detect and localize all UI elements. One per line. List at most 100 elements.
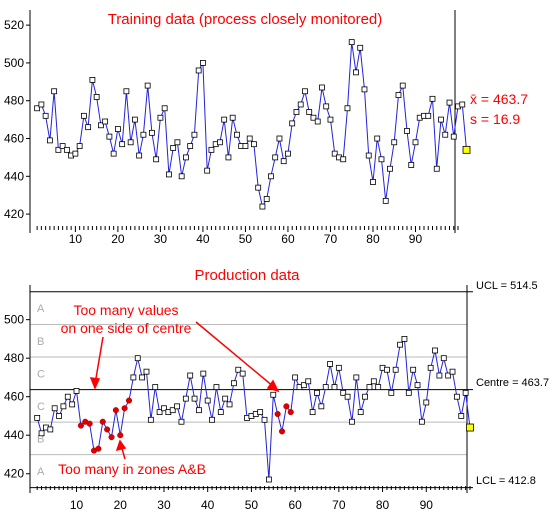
bot-point-out-of-control	[112, 407, 119, 414]
top-point	[302, 88, 308, 95]
top-y-tick-label: 420	[4, 207, 24, 221]
top-point	[331, 150, 338, 157]
bot-point	[182, 395, 189, 402]
top-point	[433, 165, 440, 172]
arrow-one-side-left-head	[89, 377, 101, 390]
production-chart-title: Production data	[194, 267, 300, 284]
top-point	[200, 60, 206, 66]
top-point	[187, 143, 194, 149]
top-point	[59, 143, 66, 149]
bot-point	[392, 366, 399, 373]
bot-point	[436, 372, 443, 379]
bot-point	[458, 413, 465, 419]
bot-point-out-of-control	[274, 410, 281, 418]
bot-point	[147, 416, 154, 423]
top-point	[106, 133, 113, 140]
top-point	[46, 137, 53, 144]
bot-point	[309, 409, 316, 416]
bot-point	[235, 366, 242, 373]
top-x-tick-label: 20	[111, 232, 125, 246]
top-point-latest	[462, 145, 471, 154]
top-point	[327, 116, 334, 123]
bot-point	[401, 336, 408, 342]
top-point	[34, 105, 41, 112]
bot-point	[397, 341, 403, 348]
bot-point	[318, 403, 325, 410]
top-point	[450, 133, 457, 140]
top-y-tick-label: 440	[4, 169, 24, 183]
top-x-tick-label: 30	[154, 232, 168, 246]
bot-point	[204, 397, 211, 404]
bot-point	[353, 374, 360, 381]
production-series-points	[34, 336, 474, 483]
bot-point	[143, 368, 150, 375]
annotation-arrows	[89, 321, 280, 460]
top-point	[132, 116, 138, 123]
top-point	[114, 126, 121, 132]
training-mean-symbol: x̄	[470, 91, 477, 107]
top-point	[280, 158, 287, 165]
top-point	[63, 146, 70, 153]
top-point	[153, 156, 160, 163]
top-point	[306, 109, 313, 115]
bot-y-tick-label: 460	[4, 390, 24, 404]
top-point	[217, 139, 223, 146]
bot-point	[453, 393, 460, 400]
bot-point	[257, 409, 264, 416]
top-point	[80, 112, 87, 119]
top-point	[293, 109, 300, 115]
bot-point-out-of-control	[104, 426, 111, 433]
bot-point	[200, 370, 207, 377]
top-point	[412, 139, 419, 146]
bot-point	[73, 388, 80, 394]
zone-label: C	[37, 401, 45, 413]
top-point	[268, 173, 274, 180]
bot-point	[34, 414, 41, 421]
top-point	[174, 139, 181, 146]
bot-point	[217, 409, 224, 416]
production-chart-x-ticks: 10 20 30 40 50 60 70 80 90	[36, 486, 471, 512]
top-point	[374, 135, 381, 142]
bot-x-tick-label: 90	[420, 498, 434, 512]
bot-point	[340, 389, 347, 396]
bot-point	[47, 426, 54, 433]
bot-point-out-of-control	[95, 445, 102, 452]
top-point	[97, 122, 104, 129]
arrow-zones-ab-head	[115, 439, 127, 452]
bot-point	[139, 374, 146, 381]
bot-point	[432, 347, 438, 354]
top-point	[229, 114, 236, 121]
top-y-tick-label: 520	[4, 18, 24, 32]
top-point	[55, 146, 62, 153]
bot-point	[414, 382, 421, 389]
bot-point	[384, 366, 390, 373]
top-point	[42, 112, 49, 119]
top-point	[127, 139, 134, 146]
top-point	[195, 67, 202, 74]
top-point	[89, 77, 96, 83]
ucl-label: UCL = 514.5	[476, 280, 538, 292]
arrow-one-side-right	[195, 321, 275, 388]
bot-y-tick-label: 480	[4, 351, 24, 365]
bot-point	[366, 384, 373, 390]
top-point	[183, 154, 189, 161]
top-point	[285, 150, 291, 157]
top-point	[323, 103, 330, 110]
top-point	[404, 128, 410, 134]
bot-point	[213, 384, 220, 390]
bot-point	[51, 405, 58, 412]
top-point	[51, 88, 58, 95]
top-point	[361, 86, 368, 93]
bot-point	[445, 372, 452, 379]
bot-point	[231, 380, 237, 387]
bot-point	[405, 389, 412, 396]
bot-point	[196, 407, 202, 414]
top-point	[391, 139, 398, 146]
bot-point	[327, 361, 334, 367]
bot-point	[344, 393, 351, 400]
bot-x-tick-label: 30	[157, 498, 171, 512]
bot-point	[314, 389, 320, 396]
bot-point	[322, 384, 329, 390]
top-point	[438, 116, 444, 123]
